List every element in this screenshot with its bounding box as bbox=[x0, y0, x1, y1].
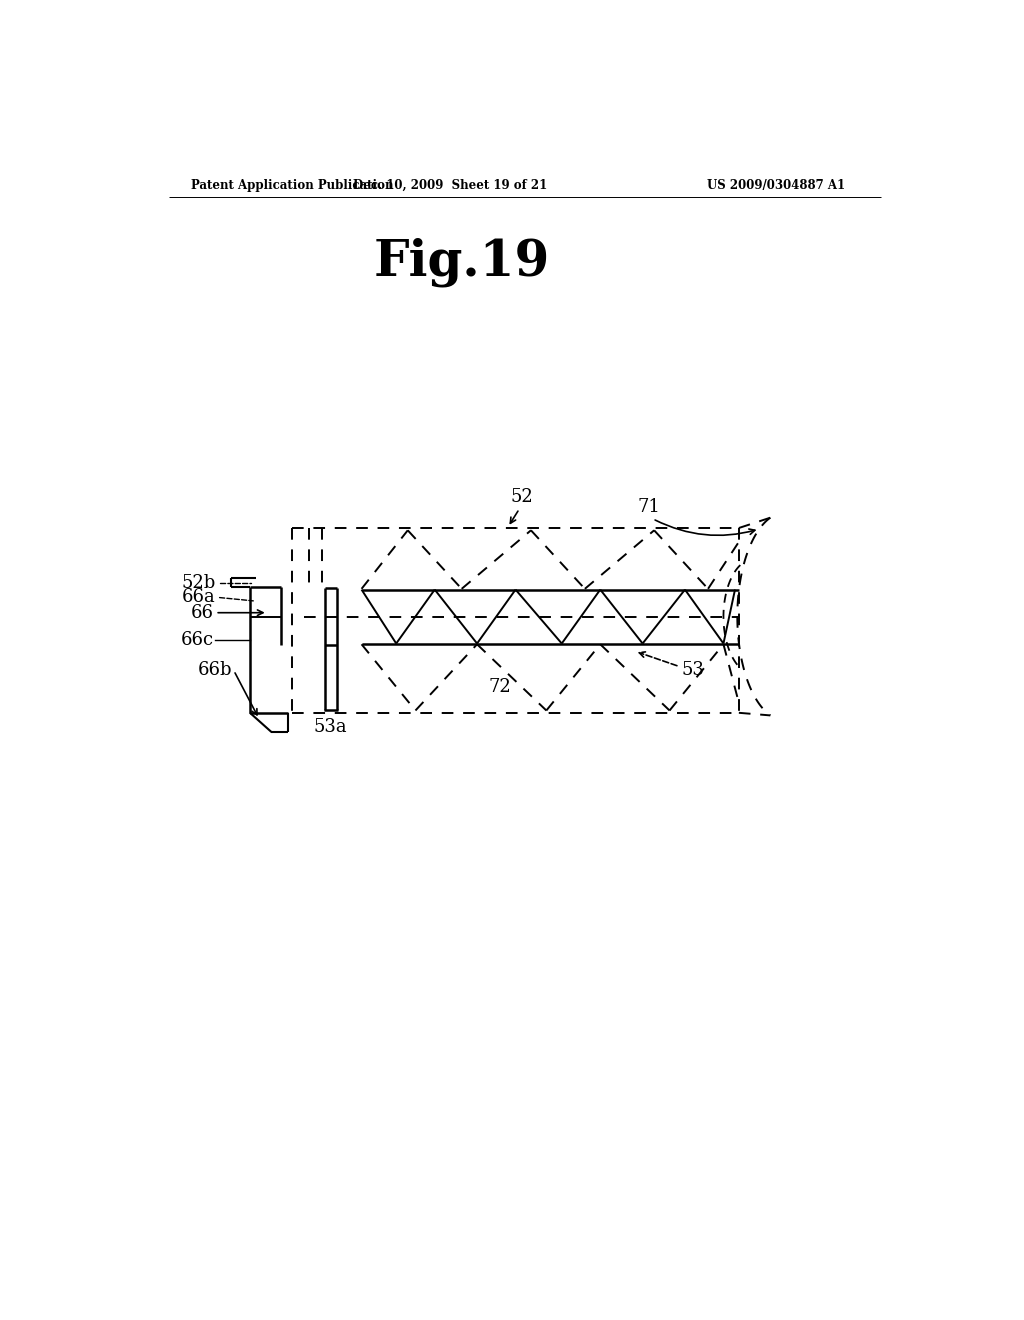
Text: 72: 72 bbox=[488, 678, 512, 697]
Text: Fig.19: Fig.19 bbox=[374, 238, 550, 288]
Text: 53a: 53a bbox=[314, 718, 347, 737]
Text: US 2009/0304887 A1: US 2009/0304887 A1 bbox=[707, 178, 845, 191]
Text: 71: 71 bbox=[637, 498, 660, 516]
Text: 66a: 66a bbox=[181, 589, 215, 606]
Text: 66c: 66c bbox=[180, 631, 214, 648]
Text: 53: 53 bbox=[681, 661, 703, 680]
Text: 52b: 52b bbox=[181, 574, 215, 593]
Text: 66: 66 bbox=[190, 603, 214, 622]
Text: 66b: 66b bbox=[198, 661, 232, 680]
Text: Dec. 10, 2009  Sheet 19 of 21: Dec. 10, 2009 Sheet 19 of 21 bbox=[353, 178, 547, 191]
Text: 52: 52 bbox=[510, 488, 534, 507]
Text: Patent Application Publication: Patent Application Publication bbox=[190, 178, 393, 191]
